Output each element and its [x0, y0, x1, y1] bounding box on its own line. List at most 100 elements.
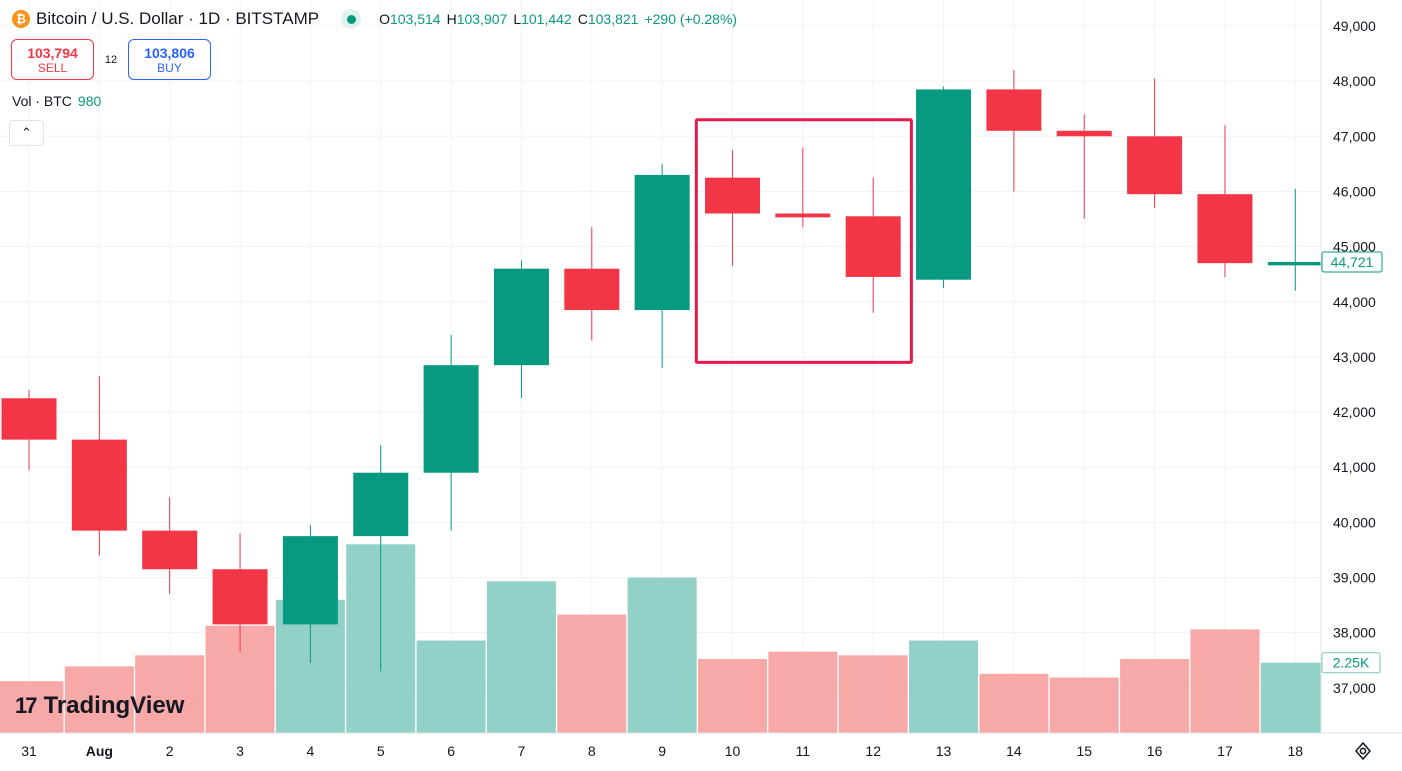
x-tick-label: Aug	[86, 743, 113, 759]
highlight-box[interactable]	[694, 118, 913, 364]
candle-body	[705, 177, 760, 214]
candle-18[interactable]	[1267, 188, 1323, 291]
last-price-label: 44,721	[1331, 254, 1374, 270]
candle-3[interactable]	[212, 533, 268, 652]
market-status-icon[interactable]	[341, 9, 362, 29]
volume-bar-16	[1120, 659, 1190, 733]
chevron-up-icon: ⌃	[21, 125, 32, 140]
last-price-badge: 44,721	[1321, 251, 1383, 273]
y-tick-label: 44,000	[1333, 294, 1376, 310]
candle-body	[634, 174, 690, 311]
ohlc-high: H103,907	[446, 11, 508, 27]
candle-14[interactable]	[986, 70, 1042, 192]
y-tick-label: 41,000	[1333, 459, 1376, 475]
x-tick-label: 16	[1147, 743, 1163, 759]
trade-buttons: 103,794 SELL 12 103,806 BUY	[11, 39, 211, 80]
candle-body	[212, 569, 268, 625]
tradingview-logo[interactable]: 17 TradingView	[15, 692, 184, 720]
volume-bar-8	[557, 614, 627, 733]
candle-5[interactable]	[353, 445, 409, 672]
volume-axis-label: 2.25K	[1333, 655, 1370, 671]
time-axis-bg	[0, 733, 1402, 771]
volume-badge: 2.25K	[1321, 652, 1381, 674]
volume-bar-Aug	[64, 666, 134, 733]
candle-body	[1, 398, 57, 440]
settings-icon[interactable]	[1352, 740, 1374, 762]
symbol-title[interactable]: Bitcoin / U.S. Dollar · 1D · BITSTAMP	[36, 9, 320, 28]
candle-body	[1056, 130, 1112, 137]
ohlc-open: O103,514	[379, 11, 441, 27]
candle-17[interactable]	[1197, 125, 1253, 277]
ohlc-low: L101,442	[513, 11, 572, 27]
x-tick-label: 9	[658, 743, 666, 759]
x-tick-label: 6	[447, 743, 455, 759]
x-tick-label: 17	[1217, 743, 1233, 759]
volume-label: Vol · BTC	[12, 93, 72, 109]
candle-body	[986, 89, 1042, 131]
buy-button[interactable]: 103,806 BUY	[128, 39, 211, 80]
volume-bar-6	[416, 640, 486, 733]
candle-16[interactable]	[1127, 78, 1183, 208]
candle-8[interactable]	[564, 227, 620, 341]
candle-31[interactable]	[1, 389, 57, 470]
volume-bar-31	[0, 681, 64, 733]
y-tick-label: 42,000	[1333, 404, 1376, 420]
x-tick-label: 2	[166, 743, 174, 759]
candle-4[interactable]	[282, 525, 338, 663]
candle-6[interactable]	[423, 334, 479, 531]
volume-value: 980	[77, 93, 102, 109]
x-tick-label: 13	[936, 743, 952, 759]
y-tick-label: 46,000	[1333, 183, 1376, 199]
volume-bar-11	[768, 651, 838, 733]
y-tick-label: 40,000	[1333, 514, 1376, 530]
candle-15[interactable]	[1056, 114, 1112, 220]
volume-legend[interactable]: Vol · BTC 980	[12, 93, 101, 109]
volume-bar-10	[698, 659, 767, 733]
y-tick-label: 48,000	[1333, 73, 1376, 89]
collapse-legend-button[interactable]: ⌃	[9, 120, 44, 146]
volume-bar-17	[1190, 629, 1260, 733]
candle-13[interactable]	[916, 86, 972, 288]
x-tick-label: 11	[796, 743, 811, 759]
candle-body	[775, 213, 831, 218]
volume-bar-15	[1049, 677, 1119, 733]
candle-7[interactable]	[493, 260, 549, 399]
candle-10[interactable]	[705, 150, 760, 266]
candle-body	[493, 268, 549, 366]
x-tick-label: 7	[518, 743, 526, 759]
price-change: +290 (+0.28%)	[644, 11, 738, 27]
volume-bar-2	[135, 655, 205, 733]
candle-Aug[interactable]	[71, 376, 127, 556]
x-tick-label: 18	[1288, 743, 1304, 759]
sell-button[interactable]: 103,794 SELL	[11, 39, 94, 80]
volume-bar-12	[838, 655, 908, 733]
sell-label: SELL	[37, 60, 68, 75]
candle-2[interactable]	[142, 497, 198, 595]
candle-body	[1127, 136, 1183, 195]
volume-bar-13	[909, 640, 979, 733]
x-tick-label: 14	[1006, 743, 1022, 759]
candle-body	[282, 536, 338, 625]
x-tick-label: 12	[865, 743, 881, 759]
x-tick-label: 3	[236, 743, 244, 759]
x-tick-label: 31	[21, 743, 37, 759]
spread-value: 12	[104, 53, 118, 66]
y-tick-label: 49,000	[1333, 18, 1376, 34]
y-tick-label: 39,000	[1333, 570, 1376, 586]
candle-body	[353, 472, 409, 537]
status-dot	[346, 14, 356, 24]
tradingview-logo-text: TradingView	[43, 692, 185, 719]
x-tick-label: 8	[588, 743, 596, 759]
candle-12[interactable]	[845, 177, 901, 313]
candle-9[interactable]	[634, 163, 690, 368]
y-tick-label: 43,000	[1333, 349, 1376, 365]
symbol-legend: ₿ Bitcoin / U.S. Dollar · 1D · BITSTAMP …	[12, 9, 737, 29]
candle-body	[142, 530, 198, 570]
volume-bar-9	[627, 577, 697, 733]
ohlc-close: C103,821	[577, 11, 639, 27]
tradingview-logo-mark: 17	[15, 693, 38, 718]
y-tick-label: 47,000	[1333, 128, 1376, 144]
x-tick-label: 4	[307, 743, 315, 759]
candle-11[interactable]	[775, 147, 831, 228]
